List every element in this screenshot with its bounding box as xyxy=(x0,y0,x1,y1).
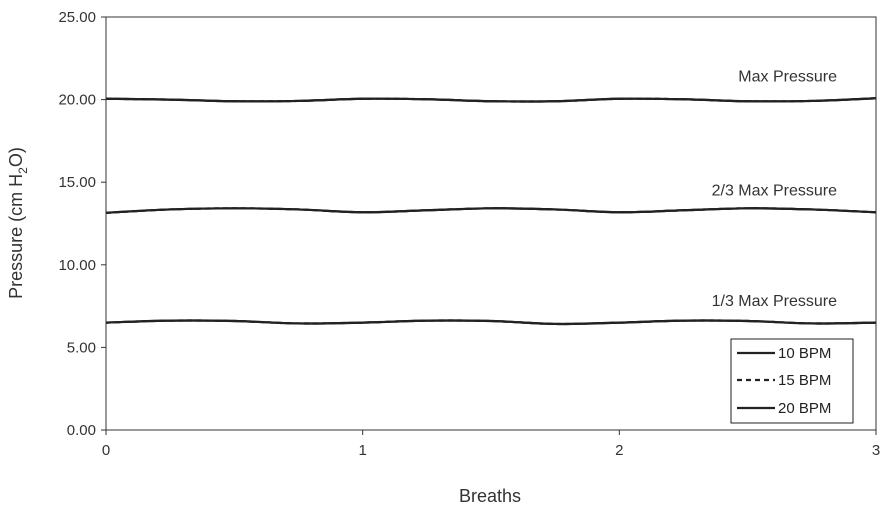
plot-frame xyxy=(105,16,877,431)
series-line-20-bpm-max xyxy=(105,97,877,103)
series-line-20-bpm-two-thirds xyxy=(105,207,877,214)
legend-label: 10 BPM xyxy=(778,345,831,362)
tick-layer: 0.00 5.00 10.00 15.00 20.00 25.00 0 1 2 3 xyxy=(58,9,880,459)
annotation-label: 1/3 Max Pressure xyxy=(712,293,837,310)
series-layer xyxy=(105,97,877,326)
annotation-label: Max Pressure xyxy=(738,68,837,85)
y-tick-label: 0.00 xyxy=(67,422,96,439)
y-tick-label: 10.00 xyxy=(58,257,96,274)
y-tick-label: 5.00 xyxy=(67,339,96,356)
y-axis-title-end: O) xyxy=(6,147,26,167)
x-tick-label: 3 xyxy=(872,442,880,459)
y-axis-title: Pressure (cm H2O) xyxy=(6,147,30,299)
y-tick-label: 25.00 xyxy=(58,9,96,26)
legend: 10 BPM 15 BPM 20 BPM xyxy=(730,338,854,424)
y-tick-label: 15.00 xyxy=(58,174,96,191)
legend-label: 15 BPM xyxy=(778,372,831,389)
series-line-20-bpm-one-third xyxy=(105,319,877,326)
annotation-label: 2/3 Max Pressure xyxy=(712,182,837,199)
y-tick-label: 20.00 xyxy=(58,92,96,109)
annotation-layer: Max Pressure 2/3 Max Pressure 1/3 Max Pres… xyxy=(712,68,837,310)
plot-area-border xyxy=(105,16,877,431)
y-axis-title-main: Pressure (cm H xyxy=(6,174,26,299)
x-tick-label: 1 xyxy=(358,442,366,459)
x-tick-label: 2 xyxy=(615,442,623,459)
y-axis-title-subscript: 2 xyxy=(16,167,30,174)
x-tick-label: 0 xyxy=(102,442,110,459)
x-axis-title: Breaths xyxy=(459,486,521,506)
legend-label: 20 BPM xyxy=(778,400,831,417)
